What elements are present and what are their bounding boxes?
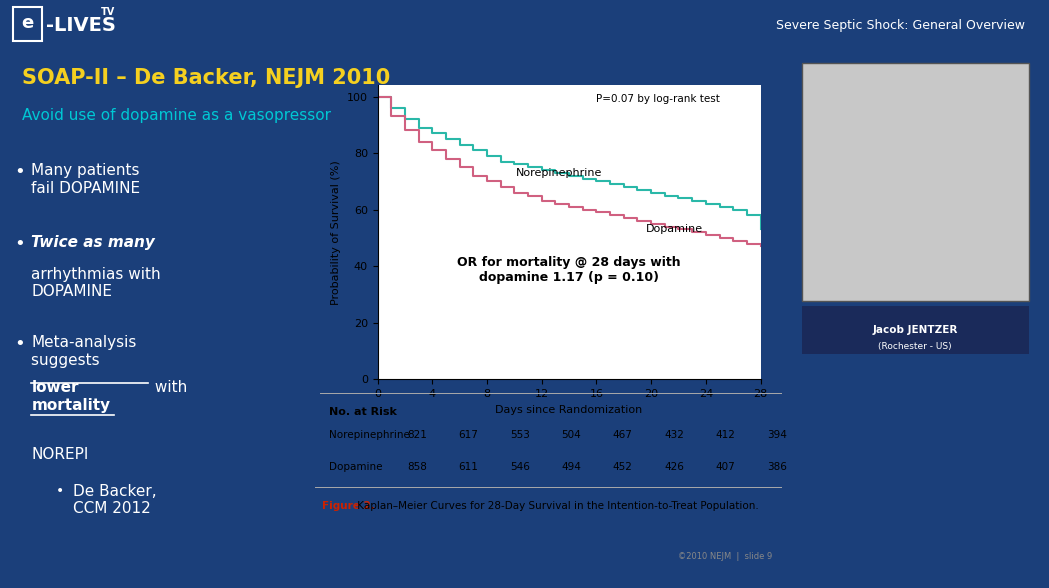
Text: 426: 426 [664, 462, 684, 472]
Text: e: e [21, 14, 34, 32]
Text: TV: TV [101, 7, 115, 17]
Text: •: • [15, 163, 25, 182]
Text: 467: 467 [613, 430, 633, 440]
Text: Jacob JENTZER: Jacob JENTZER [873, 325, 958, 335]
FancyBboxPatch shape [801, 63, 1029, 301]
Text: 407: 407 [715, 462, 735, 472]
Text: •: • [15, 335, 25, 353]
Text: 386: 386 [767, 462, 787, 472]
Text: 858: 858 [407, 462, 427, 472]
Text: NOREPI: NOREPI [31, 447, 88, 462]
FancyBboxPatch shape [801, 306, 1029, 354]
Text: with: with [150, 380, 188, 396]
Text: OR for mortality @ 28 days with
dopamine 1.17 (p = 0.10): OR for mortality @ 28 days with dopamine… [457, 256, 681, 285]
Text: 504: 504 [561, 430, 581, 440]
Text: arrhythmias with
DOPAMINE: arrhythmias with DOPAMINE [31, 266, 160, 299]
Text: Many patients
fail DOPAMINE: Many patients fail DOPAMINE [31, 163, 141, 196]
Text: Severe Septic Shock: General Overview: Severe Septic Shock: General Overview [776, 19, 1025, 32]
Text: Kaplan–Meier Curves for 28-Day Survival in the Intention-to-Treat Population.: Kaplan–Meier Curves for 28-Day Survival … [355, 501, 759, 511]
Text: De Backer,
CCM 2012: De Backer, CCM 2012 [72, 483, 156, 516]
Y-axis label: Probability of Survival (%): Probability of Survival (%) [331, 160, 341, 305]
Text: ©2010 NEJM  |  slide 9: ©2010 NEJM | slide 9 [679, 552, 772, 561]
Text: 611: 611 [458, 462, 478, 472]
Text: 617: 617 [458, 430, 478, 440]
Text: 412: 412 [715, 430, 735, 440]
Text: Dopamine: Dopamine [645, 224, 703, 235]
Text: 821: 821 [407, 430, 427, 440]
Text: No. at Risk: No. at Risk [329, 407, 398, 417]
Text: 494: 494 [561, 462, 581, 472]
Text: Figure 2.: Figure 2. [322, 501, 374, 511]
Text: 553: 553 [510, 430, 530, 440]
Text: 546: 546 [510, 462, 530, 472]
Text: P=0.07 by log-rank test: P=0.07 by log-rank test [596, 94, 720, 104]
Text: Norepinephrine: Norepinephrine [515, 168, 602, 179]
Text: 452: 452 [613, 462, 633, 472]
Text: Meta-analysis
suggests: Meta-analysis suggests [31, 335, 136, 368]
X-axis label: Days since Randomization: Days since Randomization [495, 405, 643, 415]
Text: Avoid use of dopamine as a vasopressor: Avoid use of dopamine as a vasopressor [22, 108, 330, 123]
Text: •: • [15, 235, 25, 253]
Text: lower
mortality: lower mortality [31, 380, 110, 413]
Text: 432: 432 [664, 430, 684, 440]
Text: •: • [56, 483, 64, 497]
Text: Dopamine: Dopamine [329, 462, 383, 472]
Text: SOAP-II – De Backer, NEJM 2010: SOAP-II – De Backer, NEJM 2010 [22, 68, 390, 88]
Text: 394: 394 [767, 430, 787, 440]
Text: Twice as many: Twice as many [31, 235, 155, 250]
Text: (Rochester - US): (Rochester - US) [878, 342, 952, 350]
Text: -LIVES: -LIVES [46, 15, 116, 35]
Text: Norepinephrine: Norepinephrine [329, 430, 410, 440]
